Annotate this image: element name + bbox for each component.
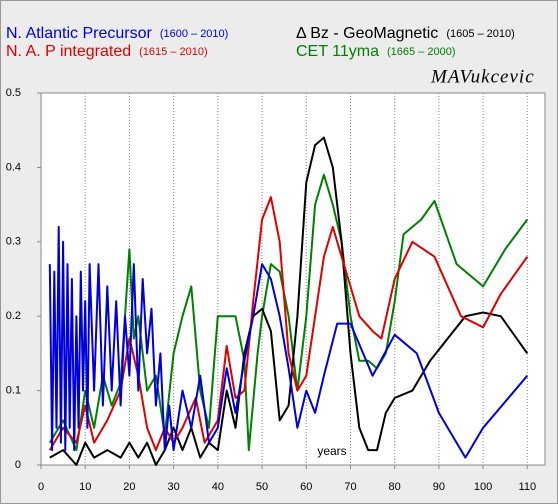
y-tick-label: 0.2 [6,310,21,322]
legend-period: (1665 – 2000) [387,46,456,58]
series-line [49,136,529,466]
x-tick-label: 100 [474,481,492,493]
legend-entry: N. Atlantic Precursor (1600 – 2010) [6,25,228,42]
x-tick-label: 30 [168,481,180,493]
legend-name: CET 11yma [296,43,379,60]
legend-period: (1615 – 2010) [139,46,208,58]
y-tick-label: 0 [15,459,21,471]
series-line [48,225,529,459]
x-tick-label: 110 [519,481,537,493]
legend-entry: Δ Bz - GeoMagnetic (1605 – 2010) [296,25,515,42]
x-tick-label: 50 [256,481,268,493]
y-tick-label: 0.4 [6,161,21,173]
y-tick-label: 0.5 [6,87,21,99]
x-tick-label: 40 [212,481,224,493]
plot-area [40,92,546,466]
signature: MAVukcevic [430,66,535,87]
x-tick-label: 60 [300,481,312,493]
x-tick-label: 80 [389,481,401,493]
annotation: years [317,444,346,458]
y-tick-label: 0.3 [6,236,21,248]
x-tick-label: 0 [38,481,44,493]
x-tick-label: 10 [79,481,91,493]
legend-entry: CET 11yma (1665 – 2000) [296,43,456,60]
x-tick-label: 90 [433,481,445,493]
x-tick-label: 20 [123,481,135,493]
y-tick-label: 0.1 [6,385,21,397]
legend-name: N. A. P integrated [6,43,131,60]
legend-entry: N. A. P integrated (1615 – 2010) [6,43,208,60]
x-tick-label: 70 [344,481,356,493]
legend-period: (1605 – 2010) [446,28,515,40]
legend-name: N. Atlantic Precursor [6,25,153,42]
legend-period: (1600 – 2010) [160,28,229,40]
legend-name: Δ Bz - GeoMagnetic [296,25,438,42]
